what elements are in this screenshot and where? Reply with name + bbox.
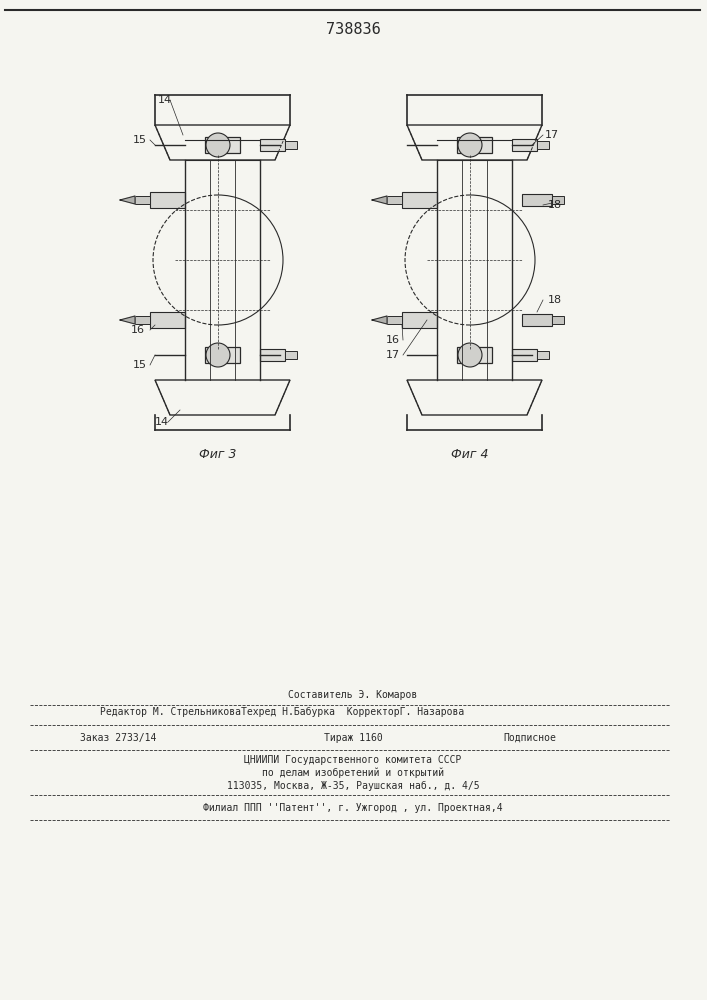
Bar <box>457 137 492 153</box>
Text: 738836: 738836 <box>326 22 380 37</box>
Text: Редактор М. Стрельникова: Редактор М. Стрельникова <box>100 707 241 717</box>
Text: Заказ 2733/14: Заказ 2733/14 <box>80 733 156 743</box>
Polygon shape <box>120 316 135 324</box>
Bar <box>205 347 240 363</box>
Text: 14: 14 <box>155 417 169 427</box>
Bar <box>150 312 185 328</box>
Bar <box>150 192 185 208</box>
Text: 16: 16 <box>386 335 400 345</box>
Text: 14: 14 <box>158 95 172 105</box>
Polygon shape <box>120 196 135 204</box>
Text: ЦНИИПИ Государственного комитета СССР: ЦНИИПИ Государственного комитета СССР <box>245 755 462 765</box>
Bar <box>135 196 150 204</box>
Bar <box>522 194 552 206</box>
Bar <box>402 312 437 328</box>
Text: Фиг 3: Фиг 3 <box>199 448 237 462</box>
Bar <box>260 349 285 361</box>
Bar <box>260 139 285 151</box>
Text: 16: 16 <box>131 325 145 335</box>
Text: 15: 15 <box>133 135 147 145</box>
Text: по делам изобретений и открытий: по делам изобретений и открытий <box>262 768 444 778</box>
Text: Тираж 1160: Тираж 1160 <box>324 733 382 743</box>
Text: Составитель Э. Комаров: Составитель Э. Комаров <box>288 690 418 700</box>
Polygon shape <box>372 196 387 204</box>
Bar <box>387 196 402 204</box>
Circle shape <box>458 133 482 157</box>
Text: 15: 15 <box>133 360 147 370</box>
Polygon shape <box>372 316 387 324</box>
Text: 18: 18 <box>548 295 562 305</box>
Text: Техред Н.Бабурка  КорректорГ. Назарова: Техред Н.Бабурка КорректорГ. Назарова <box>241 707 464 717</box>
Bar <box>552 196 564 204</box>
Bar <box>522 314 552 326</box>
Text: 17: 17 <box>386 350 400 360</box>
Bar <box>457 347 492 363</box>
Bar <box>512 349 537 361</box>
Bar <box>552 316 564 324</box>
Bar <box>285 351 297 359</box>
Circle shape <box>206 133 230 157</box>
Bar <box>387 316 402 324</box>
Text: 113035, Москва, Ж-35, Раушская наб., д. 4/5: 113035, Москва, Ж-35, Раушская наб., д. … <box>227 781 479 791</box>
Text: 17: 17 <box>545 130 559 140</box>
Text: Подписное: Подписное <box>503 733 556 743</box>
Text: Фиг 4: Фиг 4 <box>451 448 489 462</box>
Bar <box>135 316 150 324</box>
Text: Филиал ППП ''Патент'', г. Ужгород , ул. Проектная,4: Филиал ППП ''Патент'', г. Ужгород , ул. … <box>203 803 503 813</box>
Bar <box>402 192 437 208</box>
Bar <box>537 351 549 359</box>
Circle shape <box>458 343 482 367</box>
Circle shape <box>206 343 230 367</box>
Bar <box>512 139 537 151</box>
Bar <box>205 137 240 153</box>
Bar <box>537 141 549 149</box>
Text: 18: 18 <box>548 200 562 210</box>
Bar <box>285 141 297 149</box>
